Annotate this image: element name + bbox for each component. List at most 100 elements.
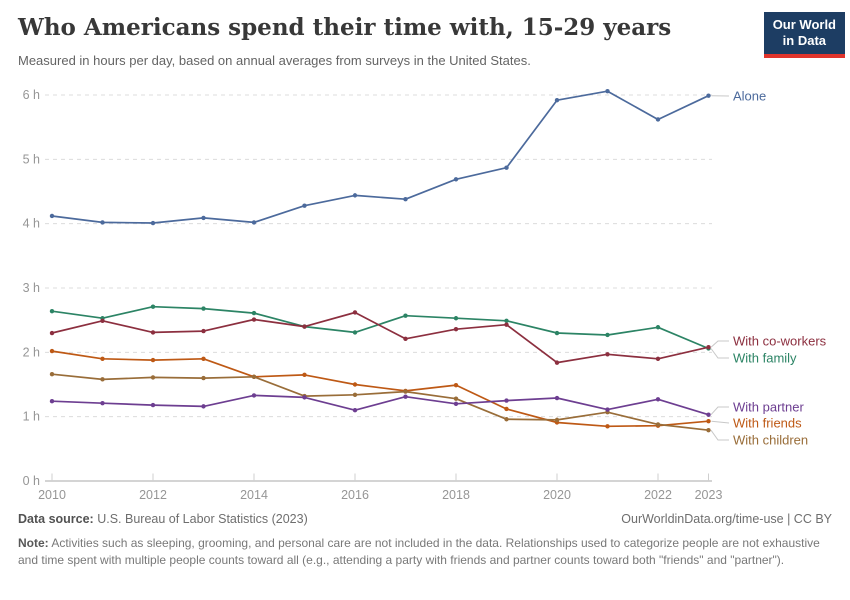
series-label-with-friends[interactable]: With friends bbox=[733, 416, 802, 431]
attribution-link[interactable]: OurWorldinData.org/time-use | CC BY bbox=[621, 512, 832, 526]
data-point-with-co-workers[interactable] bbox=[352, 310, 358, 315]
data-point-with-friends[interactable] bbox=[49, 348, 55, 354]
data-point-with-family[interactable] bbox=[251, 310, 257, 316]
data-point-alone[interactable] bbox=[554, 97, 560, 103]
data-point-with-children[interactable] bbox=[706, 427, 711, 433]
data-point-with-partner[interactable] bbox=[251, 393, 257, 398]
data-point-with-children[interactable] bbox=[655, 422, 661, 427]
data-point-with-partner[interactable] bbox=[150, 402, 156, 408]
data-point-with-partner[interactable] bbox=[605, 407, 610, 412]
data-point-with-partner[interactable] bbox=[49, 399, 55, 404]
data-point-with-co-workers[interactable] bbox=[150, 330, 156, 335]
data-point-with-family[interactable] bbox=[655, 325, 661, 330]
data-point-with-family[interactable] bbox=[150, 304, 156, 309]
data-point-with-friends[interactable] bbox=[605, 424, 610, 429]
data-point-alone[interactable] bbox=[504, 165, 509, 170]
series-label-connector-with-children bbox=[710, 429, 729, 441]
data-point-with-co-workers[interactable] bbox=[605, 352, 610, 357]
data-point-with-co-workers[interactable] bbox=[251, 317, 257, 322]
data-point-with-partner[interactable] bbox=[403, 394, 408, 399]
data-point-alone[interactable] bbox=[655, 117, 661, 122]
data-point-with-friends[interactable] bbox=[504, 406, 509, 412]
data-point-with-co-workers[interactable] bbox=[554, 360, 560, 365]
data-point-with-co-workers[interactable] bbox=[453, 326, 459, 332]
data-point-with-family[interactable] bbox=[453, 316, 459, 321]
data-point-with-partner[interactable] bbox=[453, 401, 459, 407]
data-point-with-children[interactable] bbox=[201, 375, 206, 381]
data-point-with-family[interactable] bbox=[504, 318, 509, 324]
data-point-with-children[interactable] bbox=[251, 374, 257, 379]
data-point-alone[interactable] bbox=[453, 177, 459, 182]
data-point-with-partner[interactable] bbox=[554, 395, 560, 401]
data-point-alone[interactable] bbox=[201, 215, 206, 221]
data-point-with-friends[interactable] bbox=[201, 356, 206, 361]
data-point-with-children[interactable] bbox=[504, 417, 509, 422]
x-axis-tick-label: 2012 bbox=[139, 488, 167, 502]
data-point-alone[interactable] bbox=[706, 93, 711, 98]
data-point-alone[interactable] bbox=[100, 220, 105, 225]
data-point-with-co-workers[interactable] bbox=[49, 330, 55, 336]
data-point-with-partner[interactable] bbox=[655, 397, 661, 402]
data-point-with-co-workers[interactable] bbox=[504, 322, 509, 327]
data-point-with-family[interactable] bbox=[49, 308, 55, 314]
data-point-with-partner[interactable] bbox=[504, 398, 509, 403]
data-point-with-children[interactable] bbox=[453, 396, 459, 401]
series-label-alone[interactable]: Alone bbox=[733, 89, 766, 104]
data-point-with-children[interactable] bbox=[554, 417, 560, 423]
data-point-with-co-workers[interactable] bbox=[655, 356, 661, 361]
x-axis-tick-label: 2010 bbox=[38, 488, 66, 502]
data-point-with-family[interactable] bbox=[403, 313, 408, 318]
data-point-alone[interactable] bbox=[605, 88, 610, 94]
data-point-with-partner[interactable] bbox=[352, 408, 358, 413]
line-series-with-children[interactable] bbox=[51, 373, 710, 432]
line-series-with-partner[interactable] bbox=[51, 394, 710, 416]
data-point-with-children[interactable] bbox=[49, 372, 55, 377]
data-point-with-family[interactable] bbox=[605, 332, 610, 338]
owid-logo[interactable]: Our World in Data bbox=[763, 12, 845, 58]
note-text: Activities such as sleeping, grooming, a… bbox=[18, 536, 820, 568]
data-point-with-friends[interactable] bbox=[150, 357, 156, 363]
data-point-with-family[interactable] bbox=[201, 306, 206, 311]
data-point-with-partner[interactable] bbox=[302, 395, 307, 400]
data-point-alone[interactable] bbox=[352, 193, 358, 198]
data-point-with-friends[interactable] bbox=[706, 418, 711, 424]
data-point-alone[interactable] bbox=[49, 213, 55, 219]
owid-logo-line1: Our World bbox=[772, 17, 836, 32]
data-point-with-family[interactable] bbox=[352, 330, 358, 335]
data-point-with-partner[interactable] bbox=[706, 412, 711, 417]
data-point-with-children[interactable] bbox=[352, 392, 358, 397]
x-axis-tick-label: 2020 bbox=[543, 488, 571, 502]
line-series-with-co-workers[interactable] bbox=[51, 311, 710, 364]
data-point-alone[interactable] bbox=[403, 197, 408, 202]
data-point-alone[interactable] bbox=[302, 203, 307, 208]
data-point-with-children[interactable] bbox=[100, 377, 105, 382]
data-point-alone[interactable] bbox=[251, 220, 257, 225]
line-series-alone[interactable] bbox=[51, 90, 710, 224]
footer-source-row: Data source: U.S. Bureau of Labor Statis… bbox=[18, 512, 832, 526]
series-label-with-children[interactable]: With children bbox=[733, 433, 808, 448]
data-point-alone[interactable] bbox=[150, 220, 156, 226]
data-point-with-children[interactable] bbox=[403, 389, 408, 394]
series-label-connector-with-family bbox=[710, 348, 729, 359]
data-point-with-family[interactable] bbox=[554, 330, 560, 336]
line-series-with-friends[interactable] bbox=[51, 350, 710, 428]
data-point-with-partner[interactable] bbox=[100, 400, 105, 406]
data-point-with-partner[interactable] bbox=[201, 404, 206, 409]
data-source-label: Data source: bbox=[18, 512, 94, 526]
data-point-with-friends[interactable] bbox=[352, 382, 358, 387]
data-point-with-children[interactable] bbox=[150, 375, 156, 380]
data-point-with-co-workers[interactable] bbox=[403, 336, 408, 342]
series-label-connector-with-friends bbox=[711, 420, 730, 424]
data-point-with-co-workers[interactable] bbox=[100, 318, 105, 324]
data-point-with-friends[interactable] bbox=[302, 372, 307, 378]
data-point-with-friends[interactable] bbox=[453, 382, 459, 388]
series-label-with-partner[interactable]: With partner bbox=[733, 400, 804, 415]
line-series-with-family[interactable] bbox=[51, 305, 710, 350]
data-point-with-co-workers[interactable] bbox=[706, 344, 711, 350]
series-label-with-co-workers[interactable]: With co-workers bbox=[733, 334, 827, 349]
data-point-with-friends[interactable] bbox=[100, 356, 105, 361]
data-point-with-co-workers[interactable] bbox=[201, 328, 206, 334]
series-label-with-family[interactable]: With family bbox=[733, 351, 797, 366]
data-point-with-co-workers[interactable] bbox=[302, 324, 307, 329]
